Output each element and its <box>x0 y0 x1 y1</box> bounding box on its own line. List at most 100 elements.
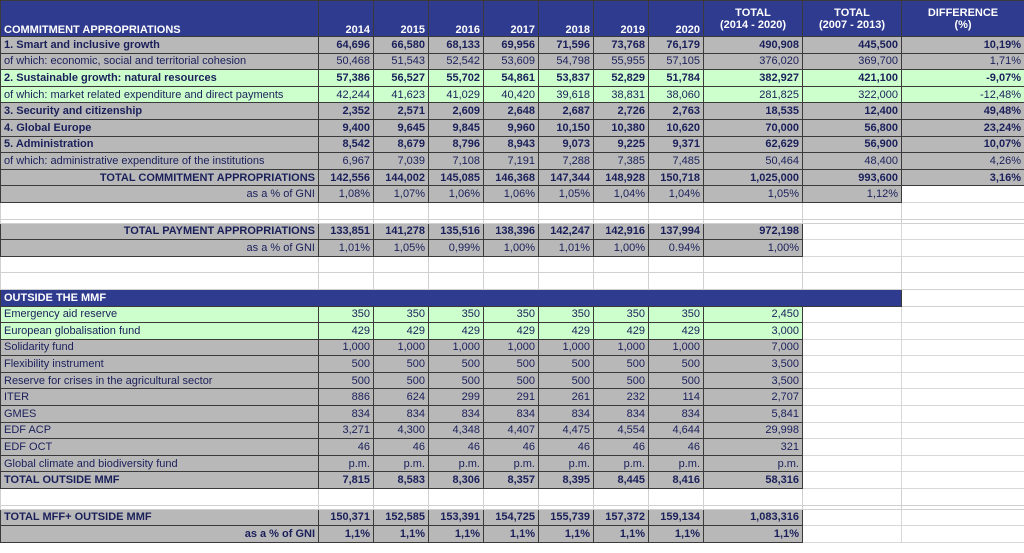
year-value: 886 <box>318 388 374 407</box>
year-value: 153,391 <box>428 508 484 527</box>
year-value: 500 <box>648 371 704 390</box>
year-value: 1,000 <box>373 338 429 357</box>
year-value: 39,618 <box>538 85 594 104</box>
year-value: 142,916 <box>593 222 649 241</box>
total-2014-2020-value: 70,000 <box>703 118 803 137</box>
year-value: 500 <box>428 355 484 373</box>
year-value: p.m. <box>373 454 429 473</box>
year-value: 7,815 <box>318 471 374 490</box>
row-label: 1. Smart and inclusive growth <box>0 36 319 54</box>
empty-cell <box>901 272 1024 290</box>
difference-value: -12,48% <box>901 85 1024 104</box>
year-value: 2,571 <box>373 102 429 120</box>
year-value: 429 <box>648 322 704 340</box>
year-value: 429 <box>428 322 484 340</box>
year-value: 350 <box>593 305 649 324</box>
year-value: 40,420 <box>483 85 539 104</box>
empty-cell <box>901 488 1024 506</box>
year-value: 46 <box>373 438 429 456</box>
year-header: 2019 <box>593 0 649 37</box>
outside-title: OUTSIDE THE MMF <box>0 288 902 307</box>
year-value: 146,368 <box>483 168 539 187</box>
year-value: 66,580 <box>373 36 429 54</box>
row-label: TOTAL OUTSIDE MMF <box>0 471 319 490</box>
year-value: 232 <box>593 388 649 407</box>
year-value: 7,108 <box>428 152 484 170</box>
year-value: 46 <box>593 438 649 456</box>
year-value: 54,861 <box>483 69 539 87</box>
difference-value: 10,19% <box>901 36 1024 54</box>
total-2014-2020-value: 490,908 <box>703 36 803 54</box>
year-value: 8,943 <box>483 135 539 154</box>
year-value: 0.94% <box>648 239 704 257</box>
header-line: TOTAL <box>834 6 870 19</box>
total-2014-2020-value: p.m. <box>703 454 803 473</box>
year-value: 350 <box>318 305 374 324</box>
table-row: Solidarity fund 1,000 1,000 1,000 1,000 1,000… <box>0 338 1024 357</box>
difference-value: 49,48% <box>901 102 1024 120</box>
spacer-row <box>0 504 1024 510</box>
year-value: 1,00% <box>593 239 649 257</box>
year-value: 52,542 <box>428 52 484 71</box>
year-header: 2015 <box>373 0 429 37</box>
year-value: 73,768 <box>593 36 649 54</box>
total-2014-2020-value: 29,998 <box>703 421 803 440</box>
year-value: 154,725 <box>483 508 539 527</box>
table-row: 5. Administration 8,542 8,679 8,796 8,943 9,0… <box>0 135 1024 154</box>
empty-cell <box>373 488 429 506</box>
year-value: 4,644 <box>648 421 704 440</box>
year-value: 1,1% <box>593 525 649 543</box>
total-2007-2013-header: TOTAL (2007 - 2013) <box>802 0 902 37</box>
total-2014-2020-value: 7,000 <box>703 338 803 357</box>
total-2014-2020-value: 1,083,316 <box>703 508 803 527</box>
empty-cell <box>0 488 319 506</box>
year-value: 1,05% <box>373 239 429 257</box>
year-value: 2,726 <box>593 102 649 120</box>
year-value: 144,002 <box>373 168 429 187</box>
table-row: ITER 886 624 299 291 261 232 114 2,707 <box>0 388 1024 407</box>
empty-cell <box>593 488 649 506</box>
year-value: 7,385 <box>593 152 649 170</box>
year-value: 1,01% <box>318 239 374 257</box>
header-line: (2007 - 2013) <box>818 18 886 31</box>
year-value: 9,225 <box>593 135 649 154</box>
year-value: 46 <box>318 438 374 456</box>
year-value: 1,04% <box>593 185 649 203</box>
empty-cell <box>802 405 902 423</box>
empty-cell <box>901 454 1024 473</box>
year-value: 4,300 <box>373 421 429 440</box>
spacer-row <box>0 488 1024 506</box>
empty-cell <box>703 201 803 220</box>
year-value: 500 <box>593 371 649 390</box>
year-value: 8,583 <box>373 471 429 490</box>
year-value: 133,851 <box>318 222 374 241</box>
year-value: 55,702 <box>428 69 484 87</box>
empty-cell <box>483 272 539 290</box>
year-header: 2018 <box>538 0 594 37</box>
year-value: 350 <box>428 305 484 324</box>
empty-cell <box>802 272 902 290</box>
year-value: 142,247 <box>538 222 594 241</box>
difference-value: 1,71% <box>901 52 1024 71</box>
total-outside-row: TOTAL OUTSIDE MMF 7,815 8,583 8,306 8,357 8,3… <box>0 471 1024 490</box>
year-value: 2,687 <box>538 102 594 120</box>
year-value: 500 <box>483 355 539 373</box>
year-value: 38,831 <box>593 85 649 104</box>
empty-cell <box>901 222 1024 241</box>
year-value: 834 <box>593 405 649 423</box>
empty-cell <box>802 338 902 357</box>
total-2014-2020-value: 1,05% <box>703 185 803 203</box>
year-value: p.m. <box>648 454 704 473</box>
empty-cell <box>901 388 1024 407</box>
empty-cell <box>538 201 594 220</box>
year-value: 114 <box>648 388 704 407</box>
year-value: 1,08% <box>318 185 374 203</box>
year-value: 1,06% <box>428 185 484 203</box>
empty-cell <box>703 488 803 506</box>
total-2014-2020-value: 50,464 <box>703 152 803 170</box>
total-2007-2013-value: 48,400 <box>802 152 902 170</box>
total-2007-2013-value: 1,12% <box>802 185 902 203</box>
row-label: Reserve for crises in the agricultural s… <box>0 371 319 390</box>
year-value: 46 <box>428 438 484 456</box>
